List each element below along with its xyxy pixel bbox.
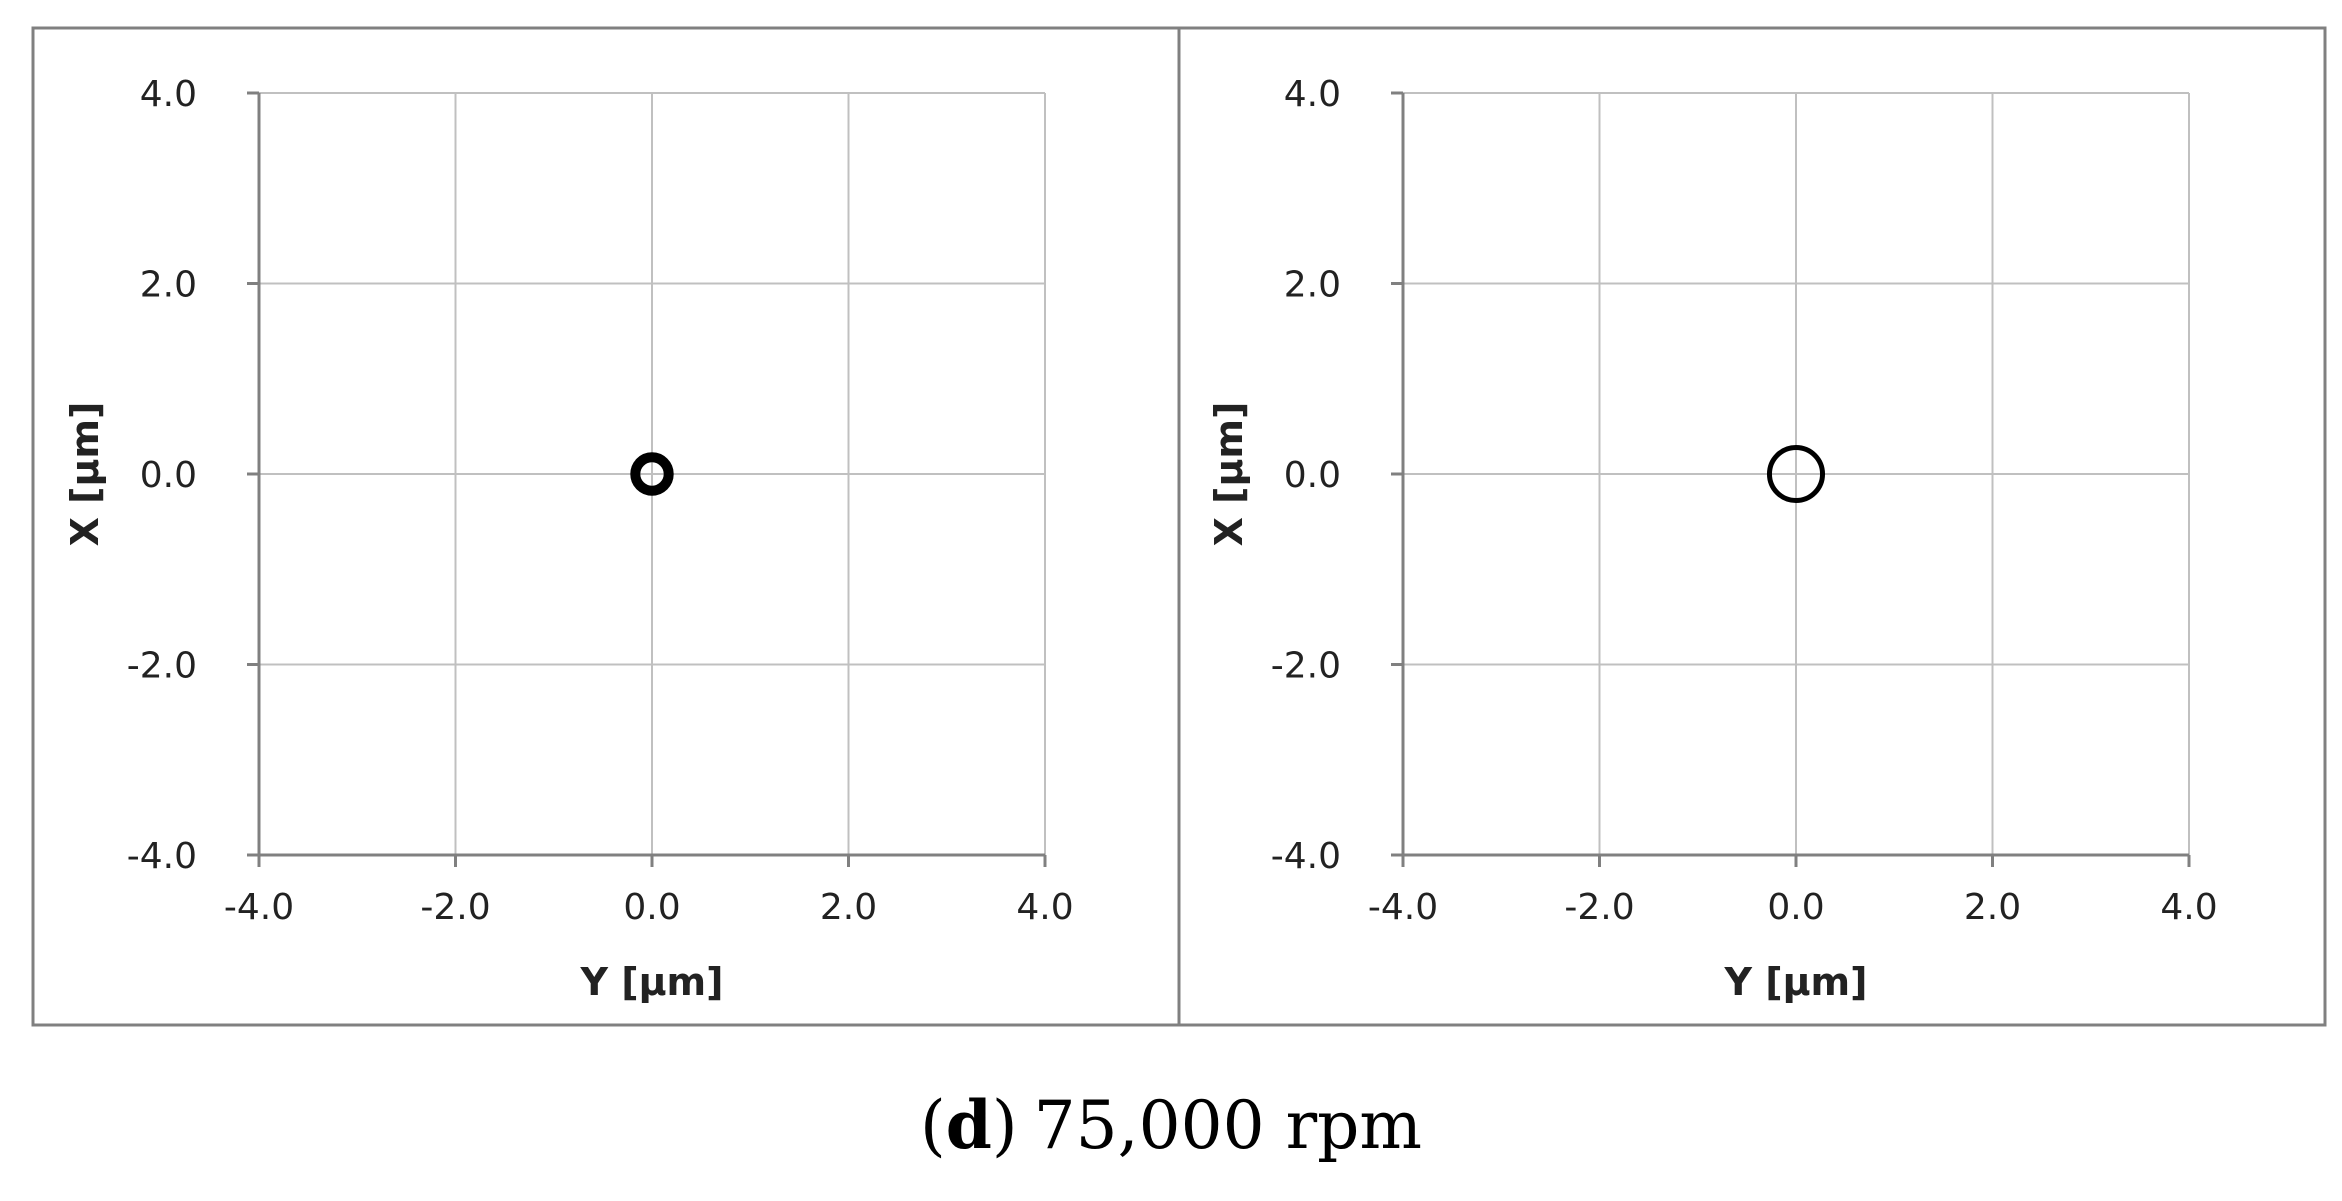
y-tick-label: -2.0 (127, 646, 197, 687)
y-axis-title: X [µm] (1207, 402, 1251, 547)
caption-open-paren: ( (920, 1087, 946, 1164)
x-tick-label: 2.0 (1964, 887, 2021, 928)
y-axis-title: X [µm] (63, 402, 107, 547)
x-axis-title: Y [µm] (1723, 960, 1867, 1004)
y-tick-label: 0.0 (140, 455, 197, 496)
panel-frame-right (1177, 26, 2327, 1027)
y-tick-label: -2.0 (1271, 646, 1341, 687)
x-tick-label: -4.0 (1368, 887, 1438, 928)
x-tick-label: -2.0 (1564, 887, 1634, 928)
x-tick-label: 0.0 (623, 887, 680, 928)
x-tick-label: -4.0 (224, 887, 294, 928)
x-tick-label: 4.0 (1016, 887, 1073, 928)
x-tick-label: 0.0 (1767, 887, 1824, 928)
y-tick-label: -4.0 (1271, 836, 1341, 877)
orbit-chart-right: -4.0 -2.0 0.0 2.0 4.0 4.0 2.0 0.0 -2.0 -4.0 Y [µm]… (1207, 74, 2218, 1004)
caption-close-paren: ) (992, 1087, 1018, 1164)
y-tick-label: 4.0 (1284, 74, 1341, 115)
x-tick-label: -2.0 (420, 887, 490, 928)
orbit-chart-left: -4.0 -2.0 0.0 2.0 4.0 4.0 2.0 0.0 -2.0 -4.0 Y [µm]… (63, 74, 1074, 1004)
caption-text: 75,000 rpm (1034, 1087, 1422, 1164)
y-tick-label: 2.0 (1284, 265, 1341, 306)
orbit-trace (630, 452, 674, 496)
y-tick-label: 0.0 (1284, 455, 1341, 496)
x-tick-label: 4.0 (2160, 887, 2217, 928)
orbit-trace (1766, 444, 1826, 504)
y-tick-label: 2.0 (140, 265, 197, 306)
y-tick-label: 4.0 (140, 74, 197, 115)
panel-frame-left (31, 26, 1181, 1027)
x-axis-title: Y [µm] (579, 960, 723, 1004)
y-tick-label: -4.0 (127, 836, 197, 877)
caption-letter: d (946, 1086, 992, 1164)
x-tick-label: 2.0 (820, 887, 877, 928)
figure-caption: (d) 75,000 rpm (920, 1086, 1422, 1164)
